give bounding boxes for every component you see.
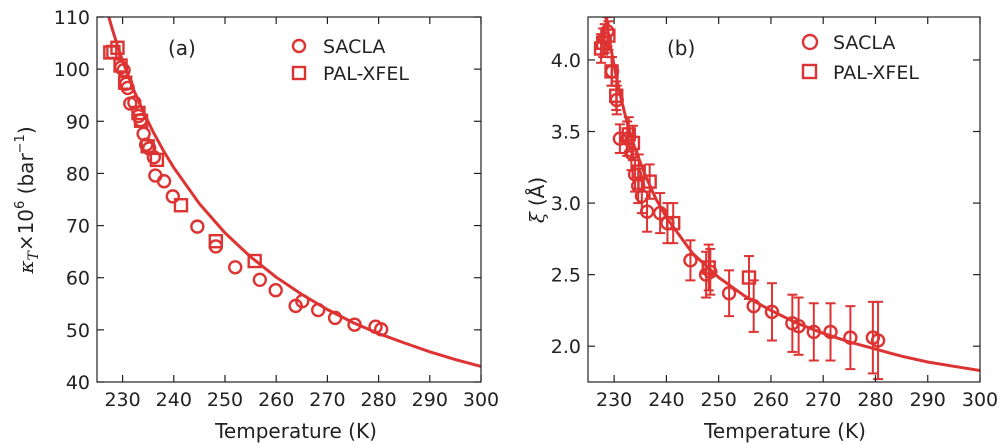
panel-a-sacla-point xyxy=(156,174,172,189)
panel-a-sacla-point xyxy=(268,283,283,298)
panel-a-chart: 230 240 250 260 270 280 290 300 40 50 60 70 80 90 100 1… xyxy=(13,7,499,443)
panel-a-sacla-point xyxy=(148,168,163,183)
panel-a-y-tick-label: 70 xyxy=(66,216,90,238)
panel-b-x-tick-label: 250 xyxy=(701,389,737,411)
panel-b-legend: SACLA PAL-XFEL xyxy=(801,32,919,84)
panel-b-y-tick-label: 4.0 xyxy=(551,50,581,72)
legend-pal-xfel-label: PAL-XFEL xyxy=(833,62,919,84)
panel-b-x-tick-label: 270 xyxy=(805,389,841,411)
legend-pal-xfel-label: PAL-XFEL xyxy=(323,63,409,85)
panel-a-pal-xfel-point xyxy=(208,234,223,249)
panel-a-x-tick-label: 260 xyxy=(258,389,294,411)
panel-b-x-tick-label: 300 xyxy=(962,389,998,411)
panel-b-x-tick-label: 280 xyxy=(857,389,893,411)
panel-a-y-tick-label: 110 xyxy=(54,7,90,29)
panel-a-pal-xfel-point xyxy=(247,253,262,269)
panel-b-x-tick-label: 240 xyxy=(648,389,684,411)
panel-a-pal-xfel-point xyxy=(173,198,189,213)
panel-a-x-tick-label: 270 xyxy=(309,389,345,411)
legend-sacla-marker xyxy=(291,38,307,54)
panel-a-x-tick-label: 280 xyxy=(360,389,396,411)
legend-pal-xfel-marker xyxy=(801,63,818,80)
panel-a-y-axis-title: κT×106 (bar−1) xyxy=(13,126,42,274)
panel-a-label: (a) xyxy=(168,36,196,60)
panel-b-y-tick-label: 3.0 xyxy=(551,193,581,215)
panel-b-sacla-point xyxy=(870,333,886,348)
panel-a-sacla-point xyxy=(190,219,205,234)
panel-b-sacla-point xyxy=(703,264,718,279)
panel-a-y-tick-label: 40 xyxy=(66,372,90,394)
panel-b-label: (b) xyxy=(667,36,695,60)
legend-sacla-marker xyxy=(801,33,819,51)
panel-a-x-tick-label: 300 xyxy=(463,389,499,411)
panel-b-y-tick-label: 2.0 xyxy=(551,336,581,358)
panel-b-plot-area: 230 240 250 260 270 280 290 300 2.0 2.5 3.0 3.5 4.0 xyxy=(551,16,998,411)
panel-a-sacla-point xyxy=(165,189,180,204)
panel-b-sacla-point xyxy=(597,31,612,46)
panel-b-sacla-point xyxy=(683,253,698,268)
panel-b-sacla-point xyxy=(764,304,780,320)
panel-a-sacla-point xyxy=(138,137,154,152)
panel-b-fit-line xyxy=(604,17,980,372)
panel-a-pal-xfel-point xyxy=(149,152,165,168)
panel-a-x-tick-label: 250 xyxy=(207,389,243,411)
panel-b-y-tick-label: 3.5 xyxy=(551,122,581,144)
panel-b-sacla-point xyxy=(823,324,838,340)
panel-a-legend: SACLA PAL-XFEL xyxy=(291,36,409,85)
panel-b-axes-frame xyxy=(587,16,981,383)
panel-b-x-tick-label: 260 xyxy=(753,389,789,411)
legend-sacla-label: SACLA xyxy=(323,36,385,58)
panel-a-data-layer xyxy=(103,17,481,368)
panel-a-plot-area: 230 240 250 260 270 280 290 300 40 50 60 70 80 90 100 1… xyxy=(54,7,499,411)
legend-sacla-label: SACLA xyxy=(833,32,895,54)
panel-b-x-tick-label: 230 xyxy=(596,389,632,411)
panel-b-pal-xfel-point xyxy=(604,64,619,79)
panel-b-pal-xfel-point xyxy=(701,260,716,275)
legend-pal-xfel-marker xyxy=(291,65,307,81)
panel-a-x-tick-label: 290 xyxy=(412,389,448,411)
panel-b-data-layer xyxy=(593,17,980,381)
panel-b-pal-xfel-point xyxy=(741,270,757,285)
panel-b-pal-xfel-point xyxy=(609,88,624,103)
panel-a-x-tick-label: 230 xyxy=(104,389,140,411)
panel-a-axes-frame xyxy=(96,16,482,383)
panel-a-x-axis-title: Temperature (K) xyxy=(214,419,377,443)
panel-a-y-tick-label: 60 xyxy=(66,268,90,290)
panel-b-sacla-point xyxy=(639,204,655,219)
panel-a-x-tick-label: 240 xyxy=(156,389,192,411)
panel-a-sacla-point xyxy=(228,260,243,275)
panel-b-y-axis-title: ξ(Å) xyxy=(525,177,549,223)
panel-a-fit-line xyxy=(107,17,481,368)
panel-a-sacla-point xyxy=(252,272,268,287)
panel-a-pal-xfel-point xyxy=(113,58,128,73)
panel-b-y-tick-label: 2.5 xyxy=(551,265,581,287)
panel-b-x-axis-title: Temperature (K) xyxy=(703,419,866,443)
panel-a-pal-xfel-point xyxy=(140,139,155,154)
panel-b-x-tick-label: 290 xyxy=(910,389,946,411)
panel-b-sacla-point xyxy=(721,286,737,301)
panel-a-y-tick-label: 100 xyxy=(54,59,90,81)
panel-a-y-tick-label: 90 xyxy=(66,111,90,133)
panel-b-chart: 230 240 250 260 270 280 290 3002.02.53.03.54.0 … xyxy=(525,16,998,443)
panel-a-y-tick-label: 80 xyxy=(66,163,90,185)
panel-a-y-tick-label: 50 xyxy=(66,320,90,342)
